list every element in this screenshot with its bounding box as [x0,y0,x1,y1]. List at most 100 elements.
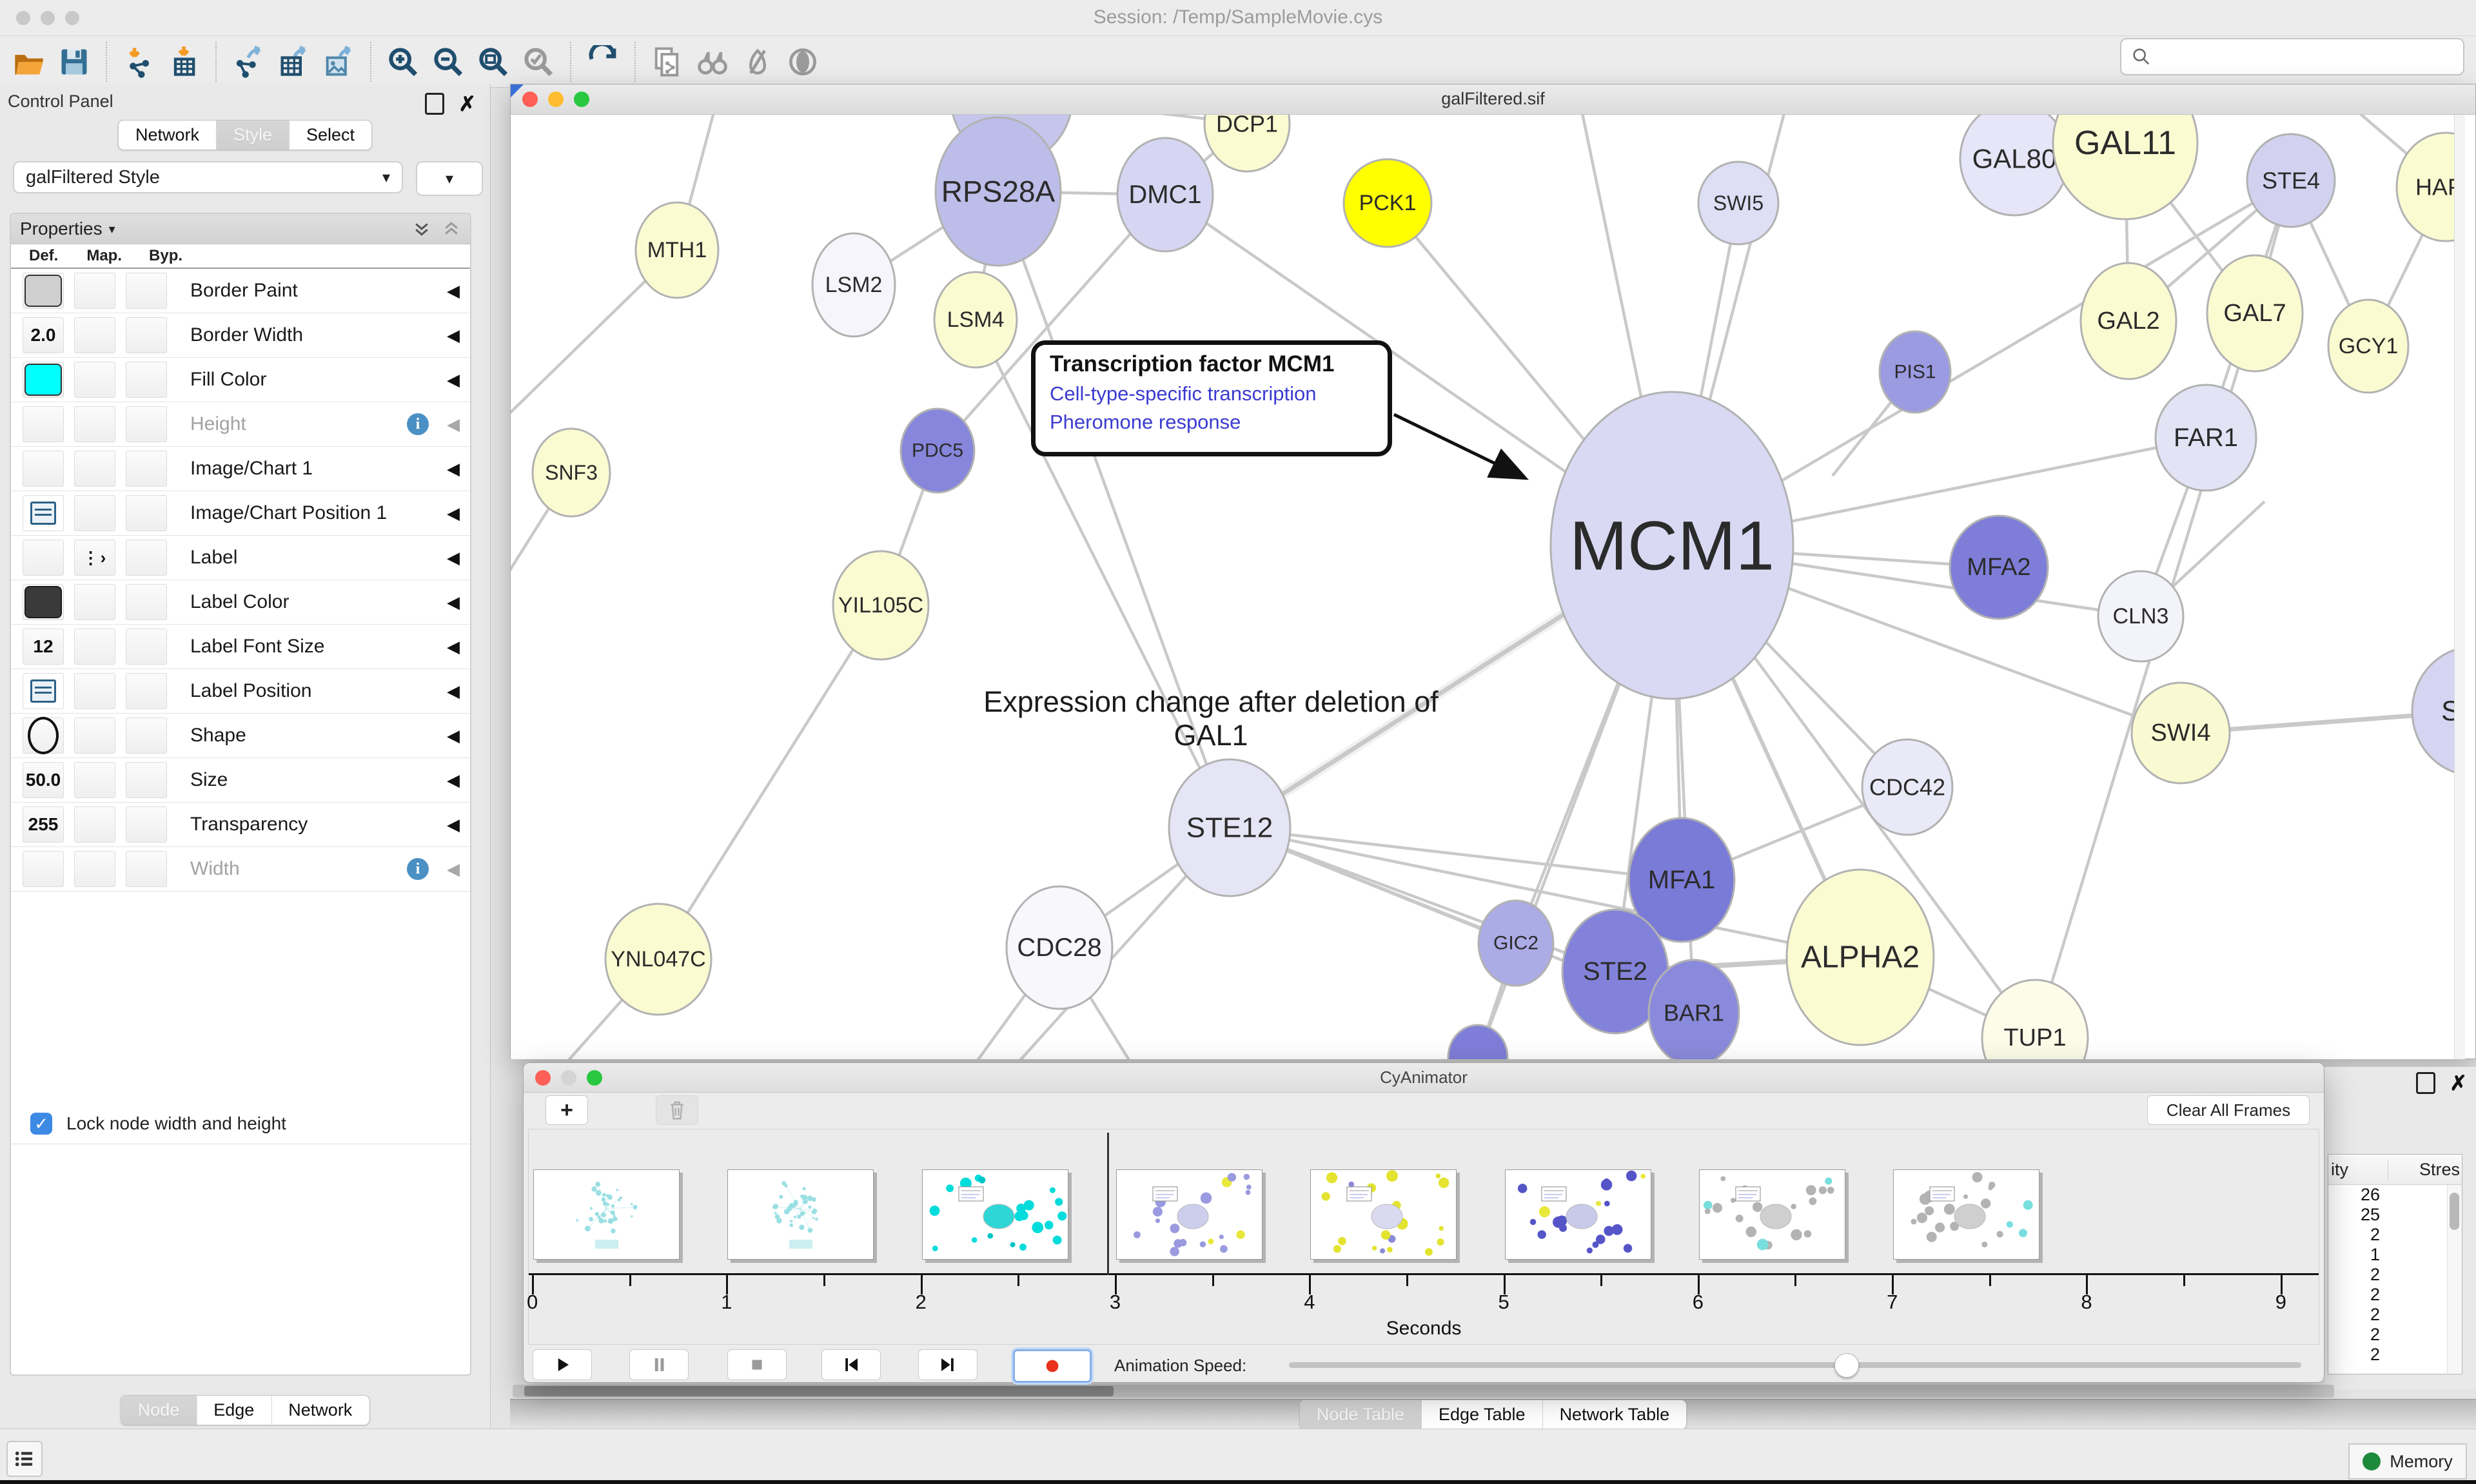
bypass-cell[interactable] [126,495,167,531]
play-button[interactable] [533,1349,592,1380]
record-button[interactable] [1013,1349,1092,1383]
pause-button[interactable] [629,1349,689,1380]
property-row-label-font-size[interactable]: 12Label Font Size◀ [11,625,470,669]
bypass-cell[interactable] [126,851,167,887]
annotation-link[interactable]: Pheromone response [1050,411,1388,434]
network-canvas[interactable]: DCP1RPS28ADMC1PCK1SWI5GAL80GAL11STE4HAP2… [511,115,2465,1059]
network-node-CDC42[interactable]: CDC42 [1862,739,1952,835]
property-row-shape[interactable]: Shape◀ [11,714,470,758]
expand-row-icon[interactable]: ◀ [447,503,460,523]
network-vertical-scrollbar[interactable] [2454,115,2465,1059]
default-value-cell[interactable] [23,495,64,531]
network-node-STE12[interactable]: STE12 [1169,759,1290,896]
bypass-cell[interactable] [126,629,167,665]
expand-row-icon[interactable]: ◀ [447,459,460,479]
network-node-RPS28A[interactable]: RPS28A [936,117,1061,266]
clear-all-frames-button[interactable]: Clear All Frames [2147,1095,2310,1125]
zoom-in-button[interactable] [380,41,426,83]
frame-thumbnail-3[interactable] [1116,1169,1263,1260]
network-node-YIL105C[interactable]: YIL105C [833,551,928,659]
table-cell[interactable]: 25 [2328,1205,2380,1225]
default-value-cell[interactable]: 255 [23,806,64,843]
save-button[interactable] [52,41,97,83]
zoom-fit-button[interactable] [471,41,516,83]
slider-thumb[interactable] [1834,1353,1859,1378]
frame-thumbnail-7[interactable] [1893,1169,2039,1260]
expand-row-icon[interactable]: ◀ [447,770,460,790]
mapping-cell[interactable] [74,806,115,843]
network-node-DCP1[interactable]: DCP1 [1204,115,1290,171]
timeline-panel[interactable]: Seconds 0123456789 [528,1129,2319,1345]
tab-style[interactable]: Style [217,121,290,150]
network-window-titlebar[interactable]: galFiltered.sif [511,84,2475,115]
mapping-cell[interactable] [74,851,115,887]
expand-row-icon[interactable]: ◀ [447,415,460,434]
default-value-cell[interactable] [23,451,64,487]
property-row-fill-color[interactable]: Fill Color◀ [11,358,470,402]
network-node-ALPHA2[interactable]: ALPHA2 [1787,870,1934,1045]
expand-row-icon[interactable]: ◀ [447,326,460,346]
default-value-cell[interactable]: 50.0 [23,762,64,798]
property-row-height[interactable]: Heighti◀ [11,402,470,447]
property-row-width[interactable]: Widthi◀ [11,847,470,892]
property-row-image-chart-position-1[interactable]: Image/Chart Position 1◀ [11,491,470,536]
default-value-cell[interactable] [23,584,64,620]
bypass-cell[interactable] [126,406,167,442]
network-node-MCM1[interactable]: MCM1 [1551,392,1793,699]
lock-node-size-row[interactable]: ✓ Lock node width and height [10,1104,471,1144]
network-node-PIS1[interactable]: PIS1 [1880,331,1950,413]
float-panel-icon[interactable] [2416,1072,2435,1094]
network-node-PCK1[interactable]: PCK1 [1344,159,1431,247]
network-node-smallnode[interactable] [1448,1025,1508,1059]
collapse-all-icon[interactable] [442,219,461,239]
export-table-button[interactable] [271,41,316,83]
bypass-cell[interactable] [126,540,167,576]
network-node-GAL80[interactable]: GAL80 [1960,115,2068,215]
network-node-FAR1[interactable]: FAR1 [2156,385,2256,491]
float-panel-icon[interactable] [425,93,444,115]
expand-row-icon[interactable]: ◀ [447,281,460,301]
expand-row-icon[interactable]: ◀ [447,637,460,657]
tab-node-table[interactable]: Node Table [1300,1400,1422,1429]
cyanimator-titlebar[interactable]: CyAnimator [524,1063,2324,1093]
skip-start-button[interactable] [821,1349,881,1380]
mapping-cell[interactable] [74,718,115,754]
column-header-stress[interactable]: Stres [2388,1160,2460,1180]
search-network-button[interactable] [690,41,735,83]
frame-thumbnail-1[interactable] [727,1169,874,1260]
property-row-border-paint[interactable]: Border Paint◀ [11,269,470,313]
export-image-button[interactable] [316,41,361,83]
hide-eye-button[interactable] [735,41,780,83]
network-node-SWI5[interactable]: SWI5 [1698,162,1778,244]
property-row-label-position[interactable]: Label Position◀ [11,669,470,714]
tab-edge-table[interactable]: Edge Table [1422,1400,1543,1429]
expand-row-icon[interactable]: ◀ [447,548,460,568]
delete-frame-button[interactable] [656,1095,698,1125]
table-cell[interactable]: 2 [2328,1325,2380,1345]
property-row-image-chart-1[interactable]: Image/Chart 1◀ [11,447,470,491]
property-row-label[interactable]: ⋮›Label◀ [11,536,470,580]
default-value-cell[interactable]: 2.0 [23,317,64,353]
table-cell[interactable]: 2 [2328,1285,2380,1305]
default-value-cell[interactable] [23,673,64,709]
memory-button[interactable]: Memory [2348,1443,2467,1479]
skip-end-button[interactable] [918,1349,978,1380]
network-node-STE4[interactable]: STE4 [2247,134,2335,227]
info-icon[interactable]: i [407,858,429,880]
frame-thumbnail-6[interactable] [1699,1169,1845,1260]
info-icon[interactable]: i [407,413,429,435]
network-node-YNL047C[interactable]: YNL047C [605,904,711,1015]
table-vertical-scrollbar[interactable] [2447,1185,2462,1373]
checkbox-checked-icon[interactable]: ✓ [30,1113,52,1135]
bypass-cell[interactable] [126,762,167,798]
column-header-centrality[interactable]: ity [2328,1160,2388,1180]
expand-row-icon[interactable]: ◀ [447,592,460,612]
export-network-button[interactable] [226,41,271,83]
style-select[interactable]: galFiltered Style ▾ [13,161,403,193]
open-folder-button[interactable] [6,41,52,83]
frame-thumbnail-0[interactable] [533,1169,680,1260]
zoom-selected-button[interactable] [516,41,561,83]
animation-speed-slider[interactable] [1289,1362,2301,1368]
mapping-cell[interactable] [74,451,115,487]
annotation-link[interactable]: Cell-type-specific transcription [1050,382,1388,405]
